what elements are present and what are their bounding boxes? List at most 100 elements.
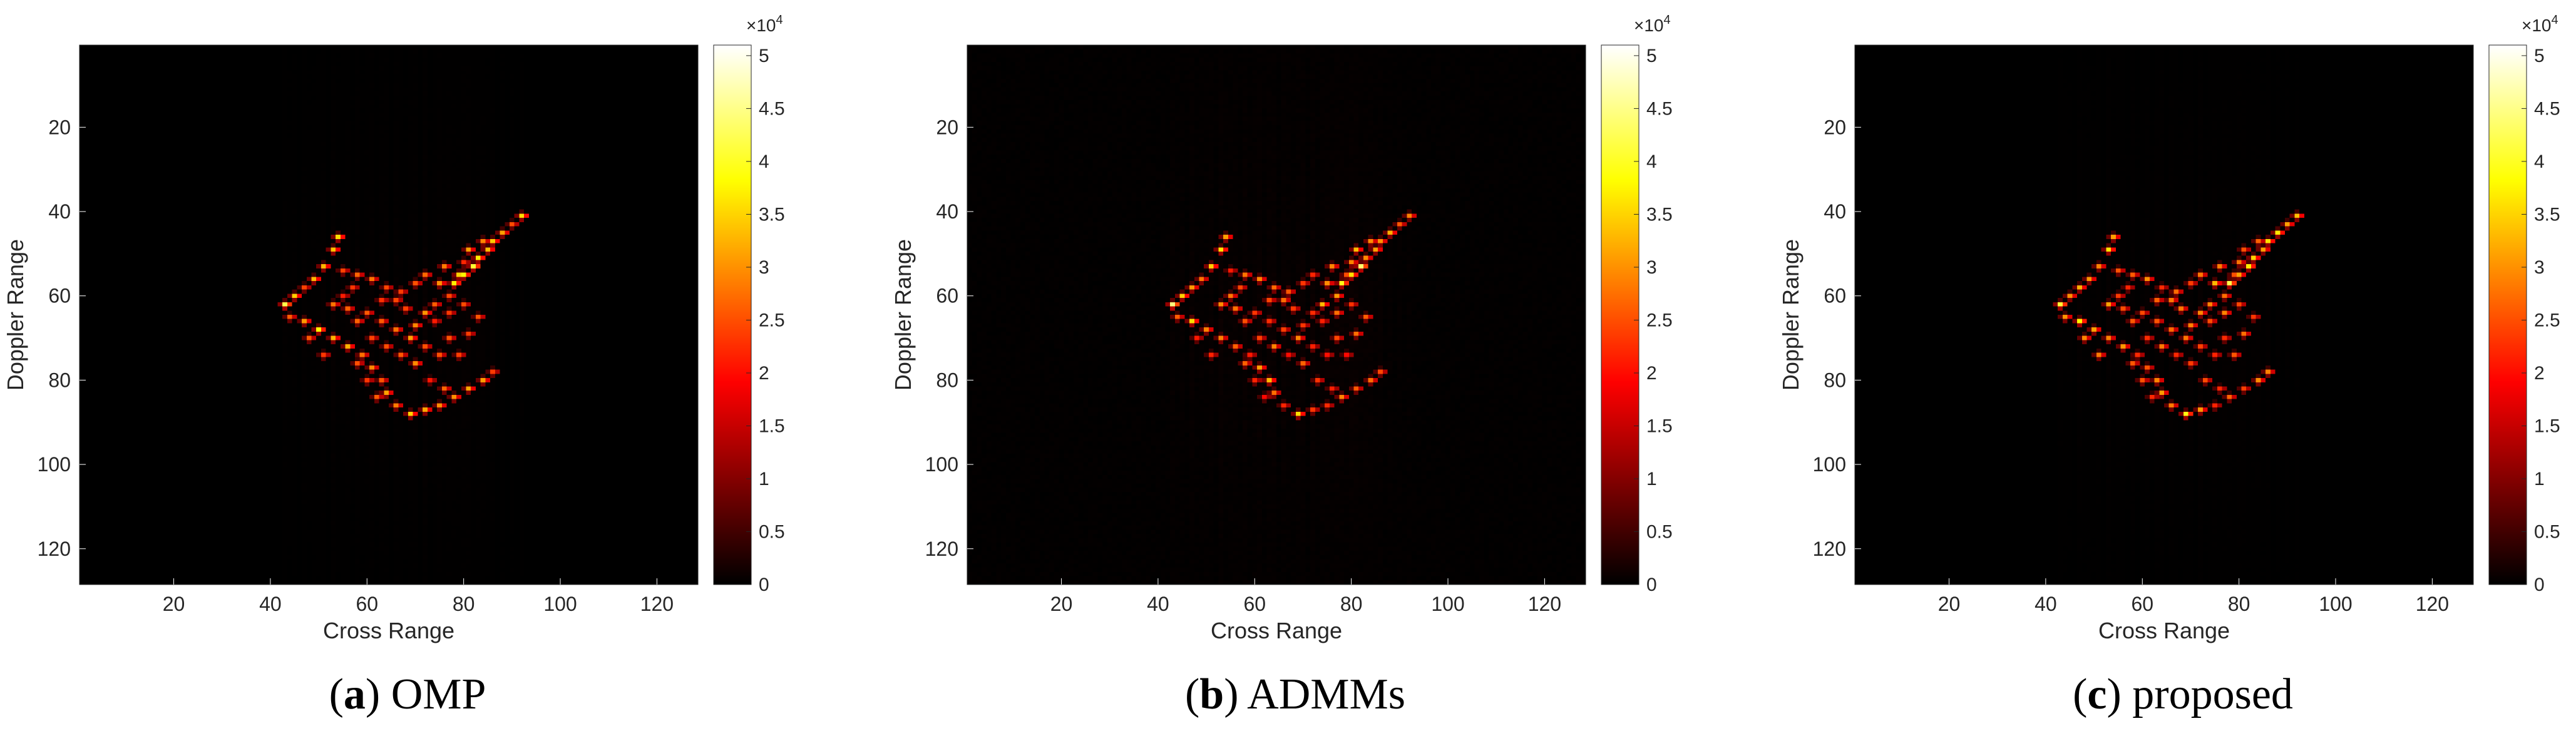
colorbar-tick-label: 4.5 [1646,98,1673,119]
y-tick-label: 60 [48,285,71,307]
x-tick-label: 80 [2228,593,2250,615]
y-tick-label: 40 [48,200,71,223]
y-tick-label: 20 [936,116,958,138]
colorbar-exponent: ×104 [746,13,783,35]
colorbar-tick-label: 2 [759,363,769,384]
colorbar-tick-label: 3 [2534,257,2545,278]
colorbar-exponent: ×104 [2522,13,2558,35]
y-tick-label: 120 [1813,538,1846,560]
axes-frame [967,44,1586,585]
y-tick-label: 100 [925,453,958,476]
colorbar-tick-label: 3 [759,257,769,278]
colorbar-tick-label: 2 [2534,363,2545,384]
colorbar-tick-label: 2.5 [759,310,785,330]
heatmap-image-proposed [1855,45,2473,585]
colorbar-frame [713,44,752,585]
colorbar-ticks: 0 0.5 1 1.5 2 2.5 3 3.5 4 4.5 5 [1634,46,1673,595]
x-tick-label: 20 [1050,593,1073,615]
colorbar-tick-label: 0 [2534,575,2545,595]
x-axis-label: Cross Range [2098,618,2230,643]
y-tick-label: 100 [1813,453,1846,476]
colorbar [714,45,751,585]
colorbar-tick-label: 4 [1646,151,1657,172]
x-tick-label: 80 [453,593,475,615]
colorbar-tick-label: 0.5 [2534,521,2560,542]
colorbar-tick-label: 3.5 [1646,204,1673,225]
heatmap-image-admms [967,45,1586,585]
x-tick-label: 80 [1340,593,1363,615]
colorbar-tick-label: 0 [1646,575,1657,595]
colorbar-tick-label: 5 [759,46,769,66]
x-ticks: 20 40 60 80 100 120 [1938,578,2449,615]
colorbar-tick-label: 3.5 [2534,204,2560,225]
colorbar-tick-label: 1 [2534,469,2545,489]
colorbar-ticks: 0 0.5 1 1.5 2 2.5 3 3.5 4 4.5 5 [746,46,785,595]
panel-caption: (c) proposed [2073,670,2293,718]
colorbar-frame [2488,44,2527,585]
colorbar-tick-label: 4 [759,151,769,172]
y-tick-label: 20 [48,116,71,138]
colorbar-tick-label: 4.5 [759,98,785,119]
x-axis-label: Cross Range [1211,618,1342,643]
colorbar-tick-label: 1 [759,469,769,489]
panel-caption: (a) OMP [329,670,486,718]
colorbar-tick-label: 3.5 [759,204,785,225]
colorbar-frame [1601,44,1640,585]
colorbar-tick-label: 2 [1646,363,1657,384]
y-tick-label: 60 [1824,285,1846,307]
y-ticks: 20 40 60 80 100 120 [38,116,86,560]
panel-caption: (b) ADMMs [1185,670,1405,718]
x-tick-label: 40 [2035,593,2057,615]
colorbar-tick-label: 1.5 [2534,416,2560,436]
colorbar-tick-label: 2.5 [1646,310,1673,330]
colorbar-tick-label: 1.5 [1646,416,1673,436]
y-axis-label: Doppler Range [3,239,28,391]
colorbar [1601,45,1639,585]
y-tick-label: 120 [38,538,71,560]
x-tick-label: 100 [1431,593,1464,615]
y-tick-label: 120 [925,538,958,560]
x-tick-label: 120 [640,593,674,615]
x-tick-label: 40 [1147,593,1169,615]
x-ticks: 20 40 60 80 100 120 [1050,578,1561,615]
y-axis-label: Doppler Range [1778,239,1804,391]
x-tick-label: 120 [2416,593,2449,615]
x-tick-label: 40 [259,593,282,615]
x-ticks: 20 40 60 80 100 120 [163,578,674,615]
colorbar-tick-label: 2.5 [2534,310,2560,330]
colorbar-tick-label: 4 [2534,151,2545,172]
axes-frame [79,44,699,585]
y-tick-label: 80 [1824,369,1846,391]
colorbar-exponent: ×104 [1634,13,1671,35]
y-tick-label: 60 [936,285,958,307]
x-tick-label: 20 [1938,593,1961,615]
x-tick-label: 100 [543,593,577,615]
x-tick-label: 60 [356,593,378,615]
colorbar-tick-label: 4.5 [2534,98,2560,119]
x-axis-label: Cross Range [323,618,454,643]
x-tick-label: 20 [163,593,185,615]
y-ticks: 20 40 60 80 100 120 [1813,116,1861,560]
y-tick-label: 80 [48,369,71,391]
colorbar-tick-label: 0.5 [759,521,785,542]
y-tick-label: 40 [936,200,958,223]
colorbar-ticks: 0 0.5 1 1.5 2 2.5 3 3.5 4 4.5 5 [2522,46,2560,595]
x-tick-label: 120 [1528,593,1561,615]
y-ticks: 20 40 60 80 100 120 [925,116,973,560]
axes-frame [1854,44,2474,585]
x-tick-label: 60 [2131,593,2153,615]
y-axis-label: Doppler Range [890,239,916,391]
colorbar-tick-label: 5 [1646,46,1657,66]
y-tick-label: 20 [1824,116,1846,138]
heatmap-image-omp [80,45,698,585]
colorbar-tick-label: 1.5 [759,416,785,436]
colorbar-tick-label: 0 [759,575,769,595]
x-tick-label: 60 [1243,593,1266,615]
y-tick-label: 40 [1824,200,1846,223]
colorbar-tick-label: 0.5 [1646,521,1673,542]
colorbar-tick-label: 5 [2534,46,2545,66]
